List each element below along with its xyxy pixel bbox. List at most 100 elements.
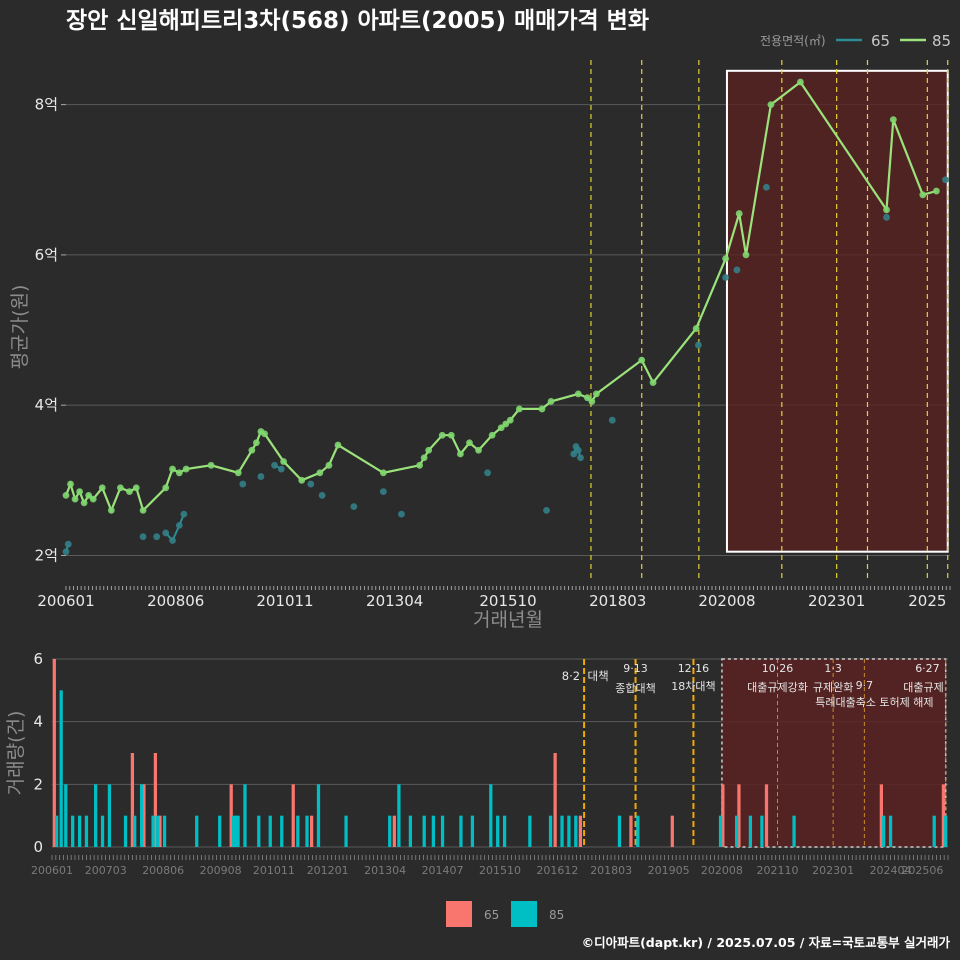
- data-point-85: [883, 206, 890, 214]
- data-point-85: [588, 398, 596, 405]
- data-point-85: [89, 495, 97, 503]
- data-point-85: [692, 325, 700, 332]
- data-point-85: [457, 450, 464, 458]
- data-point-85: [497, 424, 505, 432]
- volume-x-tick-label: 201510: [479, 864, 521, 877]
- volume-bar-85: [882, 815, 886, 847]
- volume-bar-85: [548, 815, 553, 847]
- volume-bar-85: [218, 815, 222, 847]
- data-point-85: [638, 356, 646, 364]
- data-point-65: [318, 491, 326, 499]
- volume-bar-65: [629, 815, 633, 847]
- data-point-65: [257, 473, 265, 480]
- annotation-date: 8·2: [562, 669, 580, 683]
- volume-bar-85: [431, 815, 436, 847]
- volume-bar-85: [344, 815, 348, 847]
- data-point-85: [71, 495, 79, 503]
- data-point-85: [425, 446, 433, 454]
- data-point-65: [239, 480, 247, 488]
- volume-x-tick-label: 202506: [901, 864, 943, 877]
- volume-x-tick-label: 202110: [757, 864, 799, 877]
- data-point-65: [153, 533, 161, 541]
- annotation-text: 규제완화: [813, 681, 853, 694]
- volume-chart-panel: 0 2 4 6 8·2 대책 9·13 종합대책 12·16 18차대책 10·26 대출규제강화 1·…: [31, 650, 949, 877]
- volume-bar-85: [422, 815, 426, 847]
- volume-bar-85: [64, 784, 68, 847]
- legend-title: 전용면적(㎡): [760, 34, 826, 48]
- annotation-text: 특례대출축소 토허제 해제: [815, 695, 933, 709]
- volume-bar-65: [941, 784, 946, 847]
- annotation-date: 10·26: [762, 662, 794, 675]
- data-point-65: [169, 537, 176, 544]
- data-point-65: [162, 529, 170, 537]
- volume-bar-65: [879, 784, 884, 847]
- volume-bar-85: [59, 690, 63, 847]
- volume-bar-85: [440, 815, 445, 847]
- data-point-85: [447, 431, 455, 439]
- volume-bar-85: [617, 815, 622, 847]
- x-tick-label: 201011: [256, 592, 313, 610]
- x-tick-label: 2025: [908, 592, 946, 610]
- data-point-85: [506, 416, 514, 424]
- volume-bar-85: [718, 815, 723, 847]
- data-point-85: [139, 506, 147, 514]
- y-tick-label: 4억: [35, 396, 58, 414]
- data-point-65: [577, 454, 584, 462]
- data-point-85: [547, 398, 555, 405]
- data-point-85: [722, 255, 729, 263]
- data-point-85: [85, 491, 93, 499]
- data-point-85: [253, 439, 260, 447]
- data-point-65: [64, 540, 72, 548]
- volume-bar-85: [760, 815, 764, 847]
- data-point-85: [67, 480, 74, 488]
- data-point-85: [316, 469, 324, 477]
- volume-bar-85: [748, 815, 753, 847]
- data-point-85: [649, 379, 657, 387]
- volume-bar-85: [133, 815, 137, 847]
- y-tick-label: 6억: [35, 246, 58, 264]
- data-point-65: [695, 341, 702, 349]
- x-tick-label: 201304: [366, 592, 423, 610]
- data-point-85: [62, 491, 70, 499]
- data-point-85: [169, 465, 176, 473]
- volume-bar-85: [888, 815, 893, 847]
- volume-x-tick-label: 201905: [648, 864, 690, 877]
- data-point-65: [271, 461, 278, 469]
- data-point-85: [325, 461, 333, 469]
- volume-x-tick-label: 200908: [200, 864, 242, 877]
- annotation-text: 종합대책: [615, 682, 655, 695]
- volume-bar-85: [397, 784, 401, 847]
- volume-bar-85: [388, 815, 392, 847]
- volume-bar-65: [229, 784, 233, 847]
- data-point-85: [593, 390, 600, 398]
- annotation-date: 1·3: [824, 662, 842, 675]
- volume-bar-85: [231, 815, 236, 847]
- data-point-65: [608, 416, 616, 424]
- data-point-65: [543, 506, 550, 514]
- y-axis-label: 평균가(원): [9, 285, 31, 370]
- volume-bar-85: [944, 815, 948, 847]
- x-tick-label: 200601: [37, 592, 94, 610]
- data-point-85: [379, 469, 387, 477]
- annotation-date: 6·27: [915, 662, 940, 675]
- annotation-text: 18차대책: [671, 680, 715, 693]
- data-point-85: [98, 484, 106, 492]
- data-point-65: [277, 465, 285, 473]
- data-point-85: [107, 506, 115, 514]
- data-point-85: [742, 251, 750, 259]
- data-point-65: [139, 533, 147, 541]
- data-point-85: [797, 78, 804, 86]
- volume-bar-65: [130, 753, 135, 847]
- data-point-85: [162, 484, 170, 492]
- legend: 전용면적(㎡) 65 85: [760, 32, 951, 50]
- volume-bar-65: [392, 815, 396, 847]
- credit-text: ©디아파트(dapt.kr) / 2025.07.05 / 자료=국토교통부 실…: [582, 935, 951, 950]
- volume-bar-85: [257, 815, 261, 847]
- volume-x-tick-label: 201407: [422, 864, 464, 877]
- volume-bar-85: [280, 815, 284, 847]
- data-point-65: [942, 176, 949, 184]
- data-point-65: [398, 510, 405, 518]
- highlight-box: [725, 69, 949, 553]
- volume-bar-85: [296, 815, 300, 847]
- data-point-65: [175, 522, 183, 529]
